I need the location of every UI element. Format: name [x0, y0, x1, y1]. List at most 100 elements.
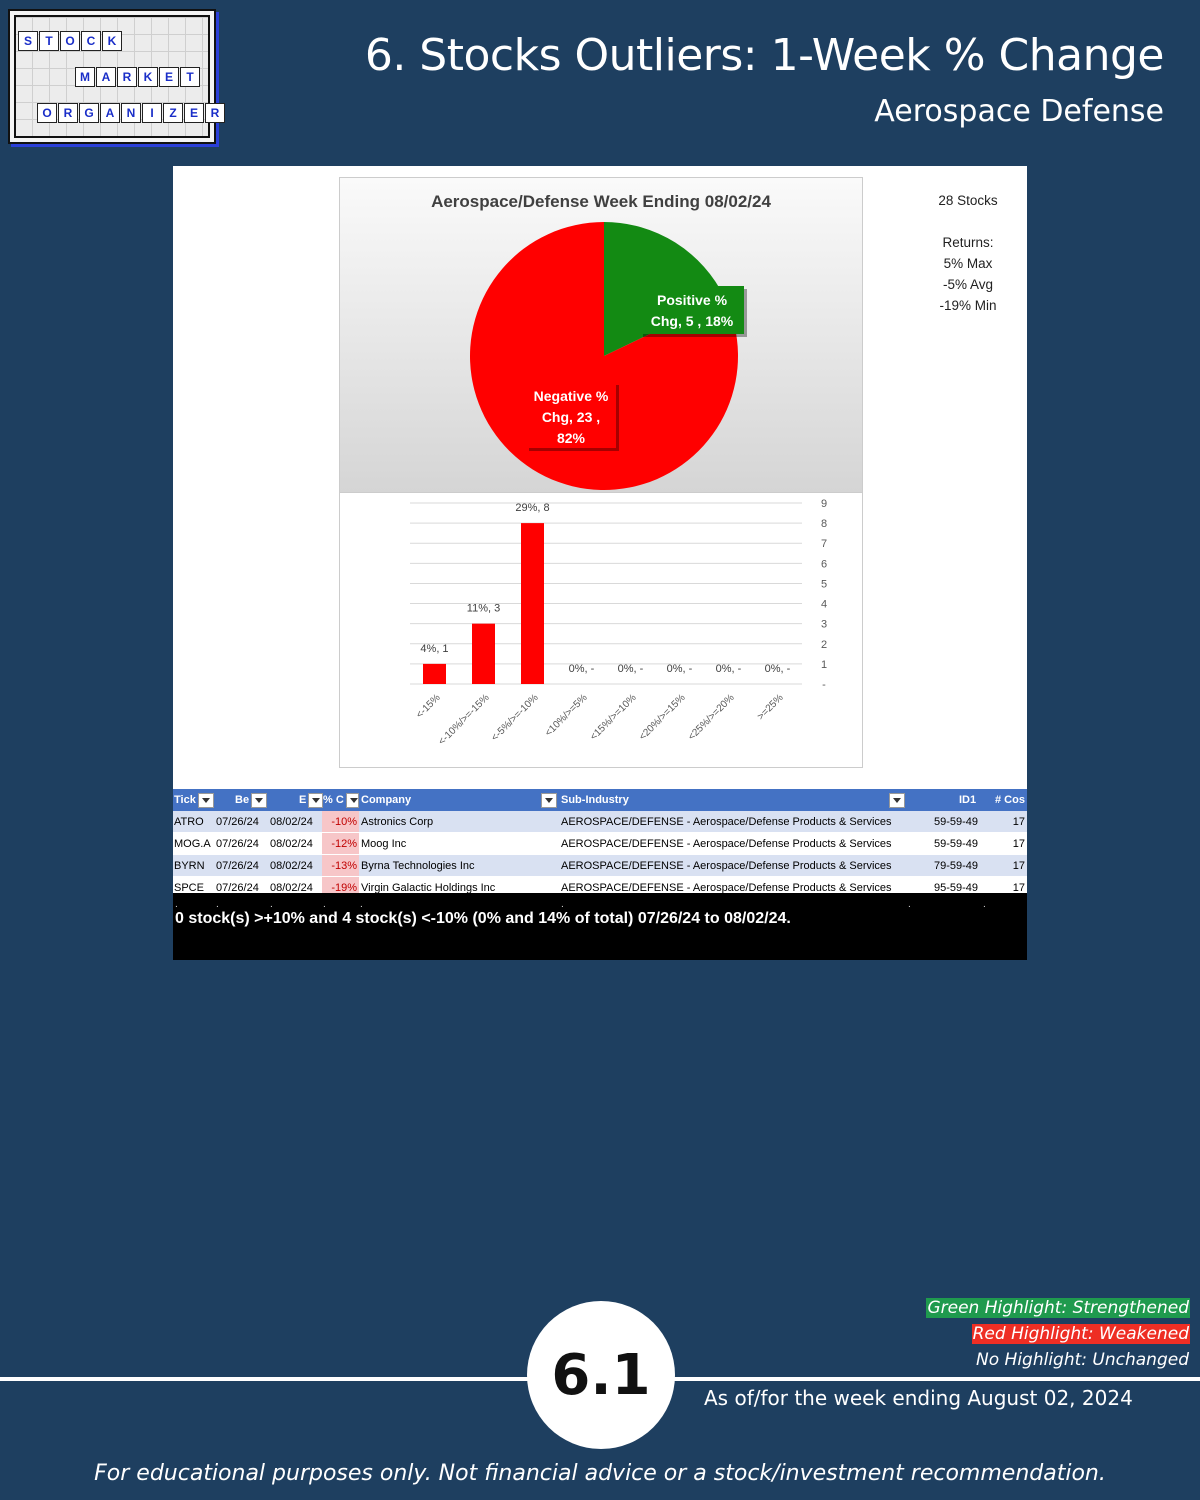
- logo-letter: E: [159, 67, 179, 87]
- bar-data-label: 0%, -: [765, 663, 791, 675]
- x-tick-label: <-10%/>=-15%: [436, 692, 491, 747]
- pie-chart: Positive % Chg, 5 , 18% Negative % Chg, 23 …: [470, 222, 747, 490]
- bar: [521, 523, 544, 684]
- col-id1[interactable]: ID1: [959, 794, 977, 806]
- col-subindustry-filter[interactable]: [887, 789, 907, 811]
- returns-avg: -5% Avg: [942, 277, 994, 292]
- logo-letter: R: [205, 103, 225, 123]
- pie-label-text: Positive %: [657, 292, 728, 308]
- bar-chart-area: - 1 2 3 4 5 6 7 8 9 4%, 1 <-15% 11%, 3 <-10%/>=-15% 29…: [339, 492, 863, 768]
- filter-dropdown-icon[interactable]: [345, 792, 359, 808]
- col-ticker[interactable]: Tick: [174, 789, 216, 811]
- y-tick-label: 8: [821, 518, 827, 530]
- col-pct[interactable]: % C: [323, 789, 359, 811]
- filter-dropdown-icon[interactable]: [197, 792, 214, 808]
- cell-pct: -19%: [322, 877, 359, 898]
- bar-data-label: 0%, -: [569, 663, 595, 675]
- y-tick-label: 2: [821, 639, 827, 651]
- cell-id1: 79-59-49: [933, 859, 979, 872]
- table-row: BYRN 07/26/24 08/02/24 -13% Byrna Technologi…: [173, 855, 1027, 877]
- filter-dropdown-icon[interactable]: [308, 792, 323, 808]
- logo-letter: G: [79, 103, 99, 123]
- logo-letter: T: [180, 67, 200, 87]
- cell-ticker: ATRO: [174, 815, 204, 828]
- table-row: ATRO 07/26/24 08/02/24 -10% Astronics Corp AE…: [173, 811, 1027, 833]
- pie-label-text: 82%: [557, 430, 586, 446]
- filter-dropdown-icon[interactable]: [541, 792, 557, 808]
- logo-letter: N: [121, 103, 141, 123]
- stats-box: 28 Stocks Returns: 5% Max -5% Avg -19% M…: [913, 190, 1023, 316]
- bar-data-label: 0%, -: [618, 663, 644, 675]
- pie-data-label: Positive % Chg, 5 , 18%: [640, 286, 747, 337]
- x-tick-label: <-5%/>=-10%: [489, 692, 540, 743]
- y-tick-label: 1: [821, 659, 827, 671]
- y-tick-label: -: [822, 679, 826, 691]
- legend-weakened: Red Highlight: Weakened: [971, 1324, 1190, 1344]
- logo-letter: A: [96, 67, 116, 87]
- col-company-filter[interactable]: [539, 789, 559, 811]
- logo-letter: E: [184, 103, 204, 123]
- x-tick-label: <-15%: [414, 692, 442, 720]
- cell-company: Byrna Technologies Inc: [361, 859, 475, 872]
- pie-chart-area: Aerospace/Defense Week Ending 08/02/24 P…: [339, 177, 863, 493]
- logo-letter: C: [81, 31, 101, 51]
- logo-letter: R: [117, 67, 137, 87]
- filter-dropdown-icon[interactable]: [251, 792, 268, 808]
- summary-text: 0 stock(s) >+10% and 4 stock(s) <-10% (0…: [175, 910, 791, 927]
- cell-subindustry: AEROSPACE/DEFENSE - Aerospace/Defense Pr…: [561, 815, 892, 828]
- col-cos[interactable]: # Cos: [995, 794, 1025, 806]
- col-subindustry[interactable]: Sub-Industry: [561, 794, 629, 806]
- x-tick-label: >=25%: [755, 692, 785, 722]
- col-company[interactable]: Company: [361, 794, 412, 806]
- cell-cos: 17: [1012, 881, 1025, 894]
- logo-letter: I: [142, 103, 162, 123]
- returns-min: -19% Min: [939, 298, 997, 313]
- page-subtitle: Aerospace Defense: [874, 94, 1164, 129]
- cell-ticker: MOG.A: [174, 837, 211, 850]
- pie-data-label: Negative % Chg, 23 , 82%: [526, 382, 619, 451]
- bar-data-label: 29%, 8: [515, 502, 549, 514]
- page-title: 6. Stocks Outliers: 1-Week % Change: [364, 30, 1165, 81]
- y-tick-label: 4: [821, 599, 827, 611]
- pie-label-text: Chg, 5 , 18%: [651, 313, 734, 329]
- legend-strengthened: Green Highlight: Strengthened: [926, 1298, 1190, 1318]
- cell-cos: 17: [1012, 837, 1025, 850]
- cell-ticker: BYRN: [174, 859, 205, 872]
- table-row: MOG.A 07/26/24 08/02/24 -12% Moog Inc AEROSPA…: [173, 833, 1027, 855]
- col-end[interactable]: E: [299, 789, 323, 811]
- bar-data-label: 0%, -: [716, 663, 742, 675]
- cell-begin: 07/26/24: [216, 881, 259, 894]
- bar-chart: - 1 2 3 4 5 6 7 8 9 4%, 1 <-15% 11%, 3 <-10%/>=-15% 29…: [410, 498, 827, 747]
- logo-letter: O: [60, 31, 80, 51]
- cell-subindustry: AEROSPACE/DEFENSE - Aerospace/Defense Pr…: [561, 859, 892, 872]
- returns-max: 5% Max: [943, 256, 993, 271]
- returns-label: Returns:: [942, 235, 994, 250]
- filter-dropdown-icon[interactable]: [889, 792, 905, 808]
- cell-pct: -13%: [322, 855, 359, 876]
- cell-company: Moog Inc: [361, 837, 407, 850]
- table-header: Tick Be E % C Company Sub-Industry ID1 #…: [173, 789, 1027, 811]
- table-footer-band: .. .. .. ..: [173, 893, 1027, 960]
- y-tick-label: 7: [821, 538, 827, 550]
- cell-subindustry: AEROSPACE/DEFENSE - Aerospace/Defense Pr…: [561, 837, 892, 850]
- logo-letter: A: [100, 103, 120, 123]
- cell-pct: -10%: [322, 811, 359, 832]
- cell-cos: 17: [1012, 859, 1025, 872]
- col-begin[interactable]: Be: [235, 789, 271, 811]
- cell-company: Virgin Galactic Holdings Inc: [361, 881, 496, 894]
- as-of-date: As of/for the week ending August 02, 202…: [704, 1386, 1133, 1410]
- cell-end: 08/02/24: [270, 859, 313, 872]
- logo-letter: T: [39, 31, 59, 51]
- cell-begin: 07/26/24: [216, 837, 259, 850]
- cell-id1: 95-59-49: [933, 881, 979, 894]
- bar: [472, 623, 495, 684]
- pie-chart-title: Aerospace/Defense Week Ending 08/02/24: [431, 192, 771, 211]
- legend-unchanged: No Highlight: Unchanged: [976, 1350, 1189, 1370]
- outliers-table: Tick Be E % C Company Sub-Industry ID1 #…: [173, 789, 1027, 899]
- y-tick-label: 9: [821, 498, 827, 510]
- cell-subindustry: AEROSPACE/DEFENSE - Aerospace/Defense Pr…: [561, 881, 892, 894]
- bar: [423, 663, 446, 684]
